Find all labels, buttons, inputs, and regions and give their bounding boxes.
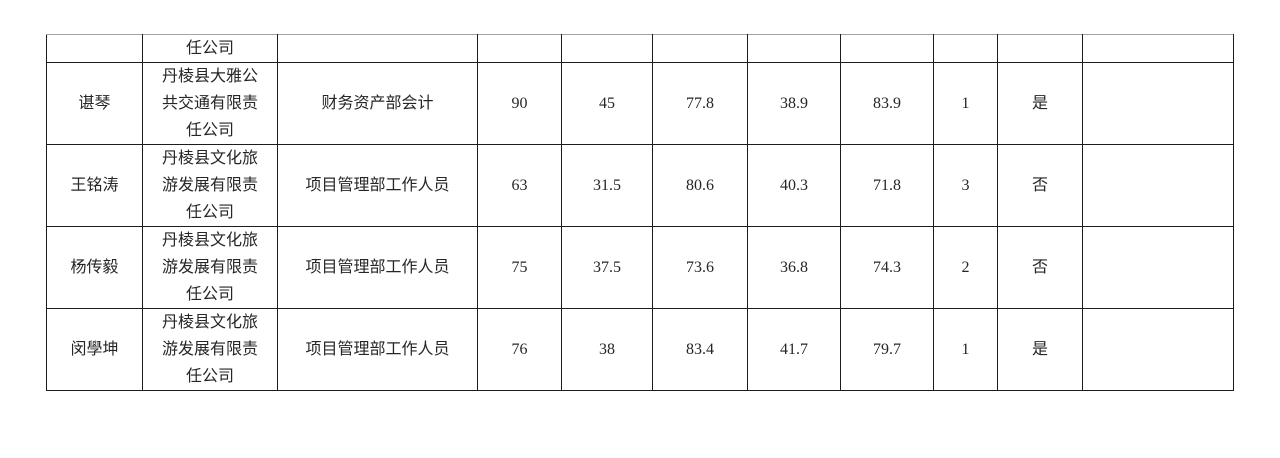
cell-score: 38 — [561, 308, 653, 391]
cell-rank — [933, 34, 998, 63]
cell-rank: 1 — [933, 62, 998, 145]
cell-score — [652, 34, 748, 63]
cell-company: 丹棱县大雅公共交通有限责任公司 — [142, 62, 278, 145]
cell-qualified: 是 — [997, 308, 1083, 391]
cell-score: 71.8 — [840, 144, 934, 227]
cell-score: 74.3 — [840, 226, 934, 309]
cell-qualified: 否 — [997, 226, 1083, 309]
cell-score: 73.6 — [652, 226, 748, 309]
cell-score: 63 — [477, 144, 562, 227]
cell-name: 杨传毅 — [46, 226, 143, 309]
cell-score — [747, 34, 841, 63]
cell-remark — [1082, 144, 1234, 227]
cell-score: 80.6 — [652, 144, 748, 227]
cell-score: 31.5 — [561, 144, 653, 227]
cell-score: 40.3 — [747, 144, 841, 227]
cell-score: 36.8 — [747, 226, 841, 309]
table-row: 闵學坤 丹棱县文化旅游发展有限责任公司 项目管理部工作人员 76 38 83.4… — [46, 308, 1234, 391]
table-row: 王铭涛 丹棱县文化旅游发展有限责任公司 项目管理部工作人员 63 31.5 80… — [46, 144, 1234, 227]
cell-name: 王铭涛 — [46, 144, 143, 227]
cell-company-fragment: 任公司 — [142, 34, 278, 63]
cell-rank: 3 — [933, 144, 998, 227]
cell-name — [46, 34, 143, 63]
cell-score — [840, 34, 934, 63]
cell-score: 77.8 — [652, 62, 748, 145]
cell-remark — [1082, 226, 1234, 309]
cell-position: 项目管理部工作人员 — [277, 144, 478, 227]
cell-name: 谌琴 — [46, 62, 143, 145]
cell-qualified: 是 — [997, 62, 1083, 145]
cell-qualified — [997, 34, 1083, 63]
cell-score: 79.7 — [840, 308, 934, 391]
cell-name: 闵學坤 — [46, 308, 143, 391]
cell-rank: 2 — [933, 226, 998, 309]
cell-score: 83.4 — [652, 308, 748, 391]
cell-remark — [1082, 62, 1234, 145]
cell-score: 76 — [477, 308, 562, 391]
cell-score: 90 — [477, 62, 562, 145]
cell-score — [477, 34, 562, 63]
table-row-continuation: 任公司 — [46, 34, 1234, 63]
cell-remark — [1082, 34, 1234, 63]
cell-score: 41.7 — [747, 308, 841, 391]
cell-score: 75 — [477, 226, 562, 309]
cell-company: 丹棱县文化旅游发展有限责任公司 — [142, 226, 278, 309]
cell-position: 项目管理部工作人员 — [277, 226, 478, 309]
cell-qualified: 否 — [997, 144, 1083, 227]
cell-score: 38.9 — [747, 62, 841, 145]
cell-position: 财务资产部会计 — [277, 62, 478, 145]
cell-company: 丹棱县文化旅游发展有限责任公司 — [142, 308, 278, 391]
cell-company: 丹棱县文化旅游发展有限责任公司 — [142, 144, 278, 227]
score-table: 任公司 谌琴 丹棱县大雅公共交通有限责任公司 财务资产部会计 90 45 77.… — [46, 34, 1234, 391]
cell-remark — [1082, 308, 1234, 391]
cell-position: 项目管理部工作人员 — [277, 308, 478, 391]
table-row: 杨传毅 丹棱县文化旅游发展有限责任公司 项目管理部工作人员 75 37.5 73… — [46, 226, 1234, 309]
cell-position — [277, 34, 478, 63]
cell-score: 37.5 — [561, 226, 653, 309]
cell-score: 45 — [561, 62, 653, 145]
cell-score: 83.9 — [840, 62, 934, 145]
cell-score — [561, 34, 653, 63]
cell-rank: 1 — [933, 308, 998, 391]
table-row: 谌琴 丹棱县大雅公共交通有限责任公司 财务资产部会计 90 45 77.8 38… — [46, 62, 1234, 145]
